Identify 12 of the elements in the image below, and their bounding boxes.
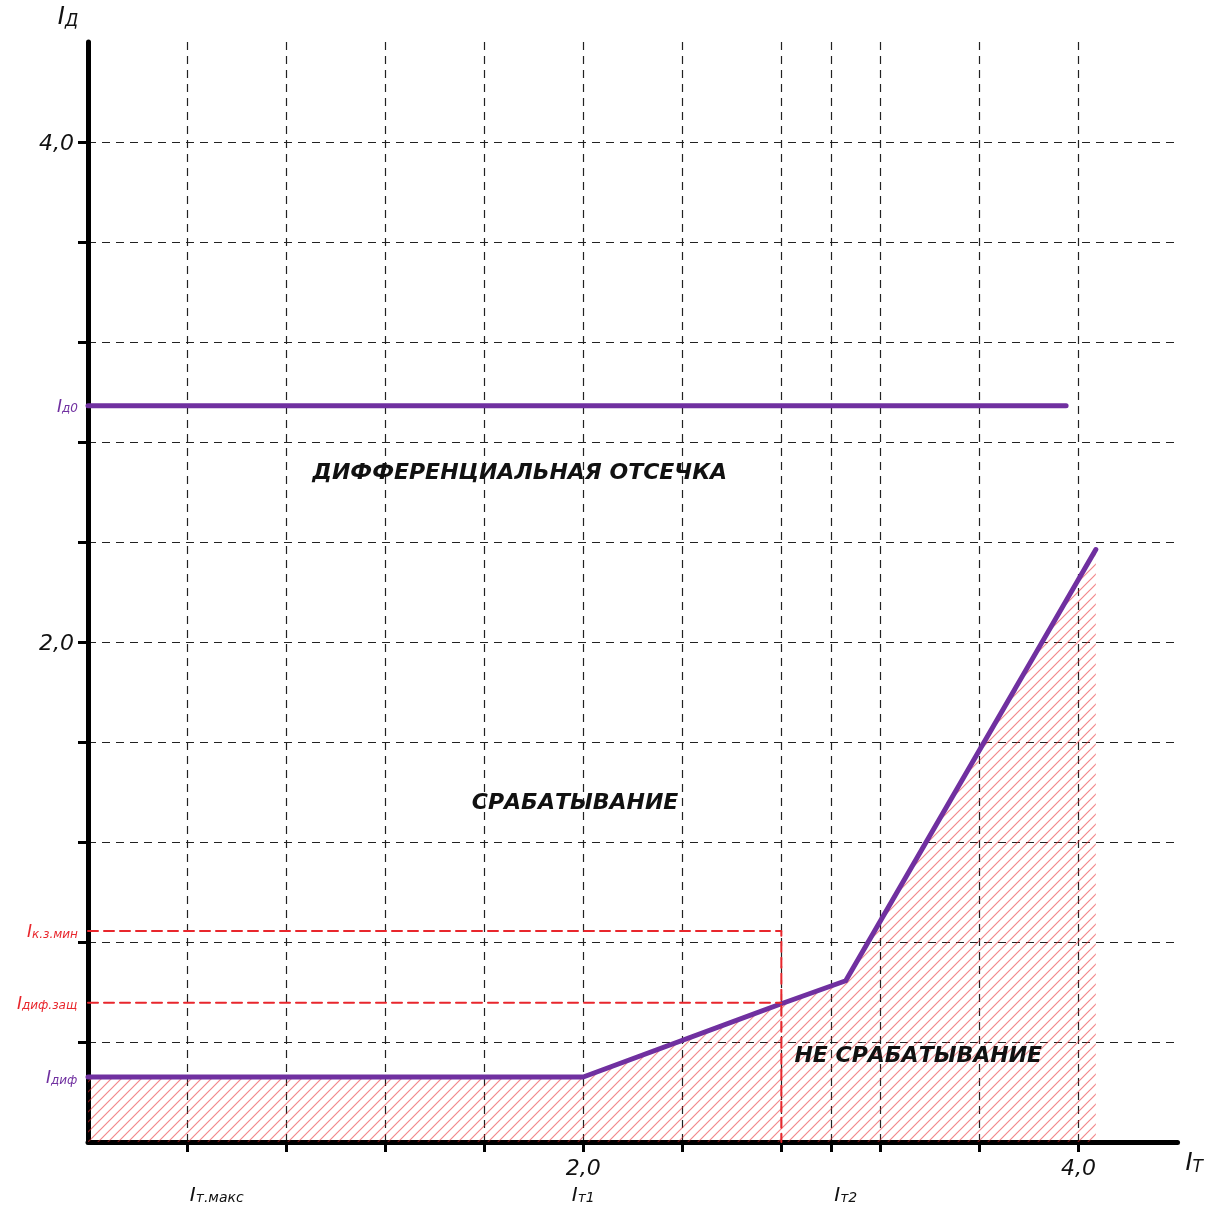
annotation: НЕ СРАБАТЫВАНИЕ — [794, 1041, 1043, 1067]
y-axis-title: IД — [57, 2, 79, 30]
annotation: ДИФФЕРЕНЦИАЛЬНАЯ ОТСЕЧКА — [311, 458, 728, 484]
series-label: Iдиф — [46, 1067, 78, 1087]
series-label: Iд0 — [57, 395, 79, 416]
annotation: СРАБАТЫВАНИЕ — [471, 788, 679, 814]
annotation: Iт.макс — [189, 1182, 244, 1206]
annotation: Iт1 — [571, 1182, 595, 1206]
x-axis-title: IТ — [1185, 1148, 1205, 1176]
annotation: Iт2 — [834, 1182, 858, 1206]
series-label: Iдиф.защ — [17, 992, 78, 1013]
series-label: Iк.з.мин — [27, 921, 79, 941]
